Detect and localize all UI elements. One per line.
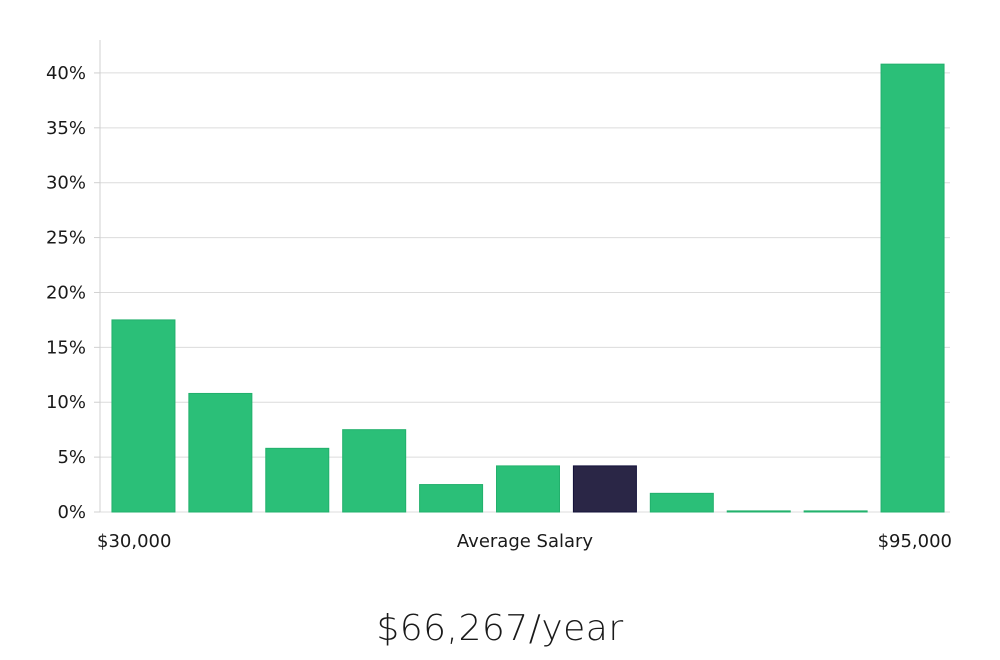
bar [419, 484, 484, 513]
bar [496, 465, 560, 513]
y-tick-label: 35% [46, 118, 86, 139]
y-tick-label: 15% [46, 337, 86, 358]
bars [111, 63, 945, 513]
x-label-max: $95,000 [878, 531, 952, 552]
x-label-min: $30,000 [97, 531, 171, 552]
bar [803, 510, 868, 513]
bar [342, 429, 407, 513]
bar [726, 510, 791, 513]
x-label-center: Average Salary [457, 531, 594, 552]
bar [880, 63, 945, 513]
y-tick-label: 5% [57, 447, 86, 468]
bar [111, 319, 176, 513]
y-tick-label: 25% [46, 228, 86, 249]
y-axis-ticks: 0% 5% 10% 15% 20% 25% 30% 35% 40% [46, 63, 100, 523]
average-salary-value: $66,267/year [376, 608, 624, 649]
bar [649, 492, 714, 513]
y-tick-label: 20% [46, 282, 86, 303]
bar [188, 392, 253, 513]
bar [265, 447, 330, 513]
salary-histogram: 0% 5% 10% 15% 20% 25% 30% 35% 40% $30,000 Averag… [46, 40, 952, 552]
bar-highlighted [572, 465, 637, 513]
y-tick-label: 40% [46, 63, 86, 84]
y-tick-label: 30% [46, 173, 86, 194]
y-tick-label: 10% [46, 392, 86, 413]
y-tick-label: 0% [57, 502, 86, 523]
